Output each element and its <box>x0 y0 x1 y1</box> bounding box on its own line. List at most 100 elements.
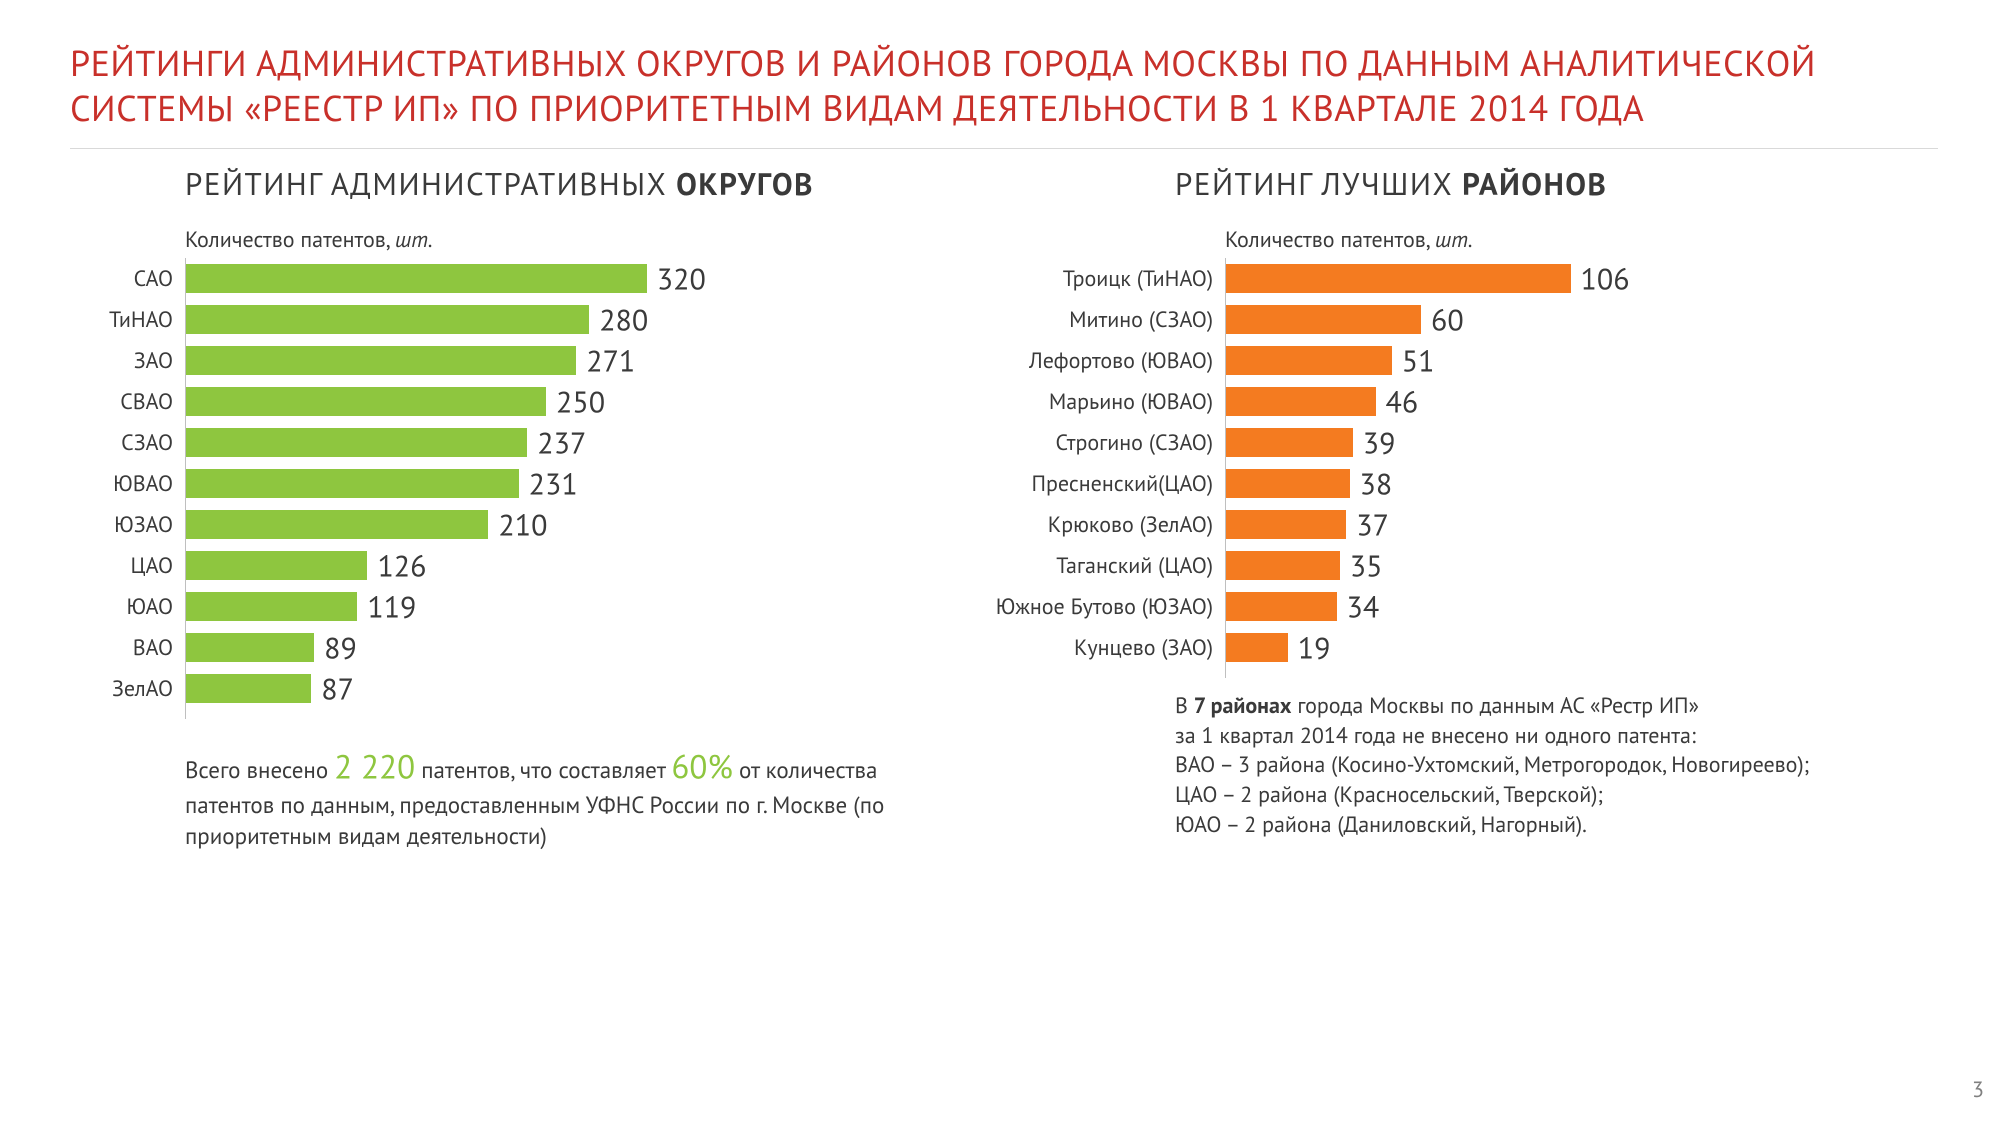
summary-prefix: Всего внесено <box>185 756 334 785</box>
chart-row: ТиНАО280 <box>70 299 940 340</box>
bar <box>186 428 527 457</box>
bar-value-label: 231 <box>529 464 578 503</box>
chart-category-label: ЗелАО <box>70 675 185 703</box>
left-summary: Всего внесено 2 220 патентов, что состав… <box>70 745 940 852</box>
page-number: 3 <box>1972 1076 1984 1104</box>
chart-row: ЮВАО 231 <box>70 463 940 504</box>
bar <box>1226 346 1392 375</box>
fn-l1-prefix: В <box>1175 692 1194 720</box>
bar-track: 51 <box>1225 340 1938 381</box>
bar <box>186 469 519 498</box>
bar-track: 35 <box>1225 545 1938 586</box>
chart-row: Кунцево (ЗАО)19 <box>970 627 1938 668</box>
chart-category-label: Южное Бутово (ЮЗАО) <box>970 593 1225 621</box>
summary-big2: 60% <box>671 745 732 788</box>
right-axis-unit: шт. <box>1435 226 1473 254</box>
bar-value-label: 60 <box>1431 300 1464 339</box>
bar <box>186 592 357 621</box>
chart-row: Пресненский(ЦАО)38 <box>970 463 1938 504</box>
bar <box>186 551 367 580</box>
bar-value-label: 89 <box>324 628 357 667</box>
bar <box>186 510 488 539</box>
bar-value-label: 37 <box>1356 505 1389 544</box>
bar-track: 106 <box>1225 258 1938 299</box>
bar <box>186 264 647 293</box>
chart-category-label: ЦАО <box>70 552 185 580</box>
fn-l2: за 1 квартал 2014 года не внесено ни одн… <box>1175 722 1696 750</box>
bar <box>1226 428 1353 457</box>
chart-category-label: САО <box>70 265 185 293</box>
right-subtitle-bold: РАЙОНОВ <box>1462 163 1607 204</box>
chart-category-label: Кунцево (ЗАО) <box>970 634 1225 662</box>
fn-l5: ЮАО – 2 района (Даниловский, Нагорный). <box>1175 811 1587 839</box>
bar-track: 280 <box>185 299 940 340</box>
chart-row: ЗАО271 <box>70 340 940 381</box>
chart-row: Лефортово (ЮВАО)51 <box>970 340 1938 381</box>
bar-value-label: 38 <box>1360 464 1393 503</box>
bar-track: 34 <box>1225 586 1938 627</box>
left-subtitle-plain: РЕЙТИНГ АДМИНИСТРАТИВНЫХ <box>185 163 676 204</box>
bar-value-label: 87 <box>321 669 354 708</box>
bar <box>1226 387 1376 416</box>
chart-row: ЦАО 126 <box>70 545 940 586</box>
bar <box>1226 469 1350 498</box>
chart-category-label: ВАО <box>70 634 185 662</box>
chart-row: СЗАО237 <box>70 422 940 463</box>
bar-track: 60 <box>1225 299 1938 340</box>
chart-row: ВАО 89 <box>70 627 940 668</box>
fn-l3: ВАО – 3 района (Косино-Ухтомский, Метрог… <box>1175 751 1809 779</box>
chart-row: Таганский (ЦАО)35 <box>970 545 1938 586</box>
chart-row: ЗелАО 87 <box>70 668 940 709</box>
bar-track: 119 <box>185 586 940 627</box>
bar-value-label: 126 <box>377 546 426 585</box>
bar-track: 231 <box>185 463 940 504</box>
bar <box>186 633 314 662</box>
bar-value-label: 271 <box>586 341 635 380</box>
bar-track: 39 <box>1225 422 1938 463</box>
chart-row: СВАО250 <box>70 381 940 422</box>
left-subtitle-bold: ОКРУГОВ <box>676 163 814 204</box>
chart-category-label: Строгино (СЗАО) <box>970 429 1225 457</box>
chart-category-label: Крюково (ЗелАО) <box>970 511 1225 539</box>
bar-track: 46 <box>1225 381 1938 422</box>
bar <box>186 346 576 375</box>
chart-category-label: СВАО <box>70 388 185 416</box>
left-subtitle: РЕЙТИНГ АДМИНИСТРАТИВНЫХ ОКРУГОВ <box>70 163 940 204</box>
bar <box>1226 510 1346 539</box>
chart-row: Строгино (СЗАО)39 <box>970 422 1938 463</box>
chart-category-label: ЮЗАО <box>70 511 185 539</box>
chart-category-label: СЗАО <box>70 429 185 457</box>
page-title: РЕЙТИНГИ АДМИНИСТРАТИВНЫХ ОКРУГОВ И РАЙО… <box>70 40 1938 130</box>
bar <box>186 305 589 334</box>
bar-value-label: 106 <box>1581 259 1630 298</box>
bar-track: 19 <box>1225 627 1938 668</box>
bar-track: 89 <box>185 627 940 668</box>
axis-line <box>185 258 186 719</box>
chart-category-label: ЮВАО <box>70 470 185 498</box>
chart-category-label: ЮАО <box>70 593 185 621</box>
left-axis-text: Количество патентов, <box>185 226 395 254</box>
bar-track: 271 <box>185 340 940 381</box>
chart-row: Южное Бутово (ЮЗАО)34 <box>970 586 1938 627</box>
bar <box>1226 633 1288 662</box>
bar-value-label: 35 <box>1350 546 1383 585</box>
bar-track: 37 <box>1225 504 1938 545</box>
chart-row: Митино (СЗАО) 60 <box>970 299 1938 340</box>
chart-row: САО320 <box>70 258 940 299</box>
right-subtitle-plain: РЕЙТИНГ ЛУЧШИХ <box>1175 163 1462 204</box>
bar-track: 38 <box>1225 463 1938 504</box>
axis-line <box>1225 258 1226 678</box>
bar-value-label: 51 <box>1402 341 1435 380</box>
chart-category-label: Митино (СЗАО) <box>970 306 1225 334</box>
fn-l1-rest: города Москвы по данным АС «Рестр ИП» <box>1291 692 1699 720</box>
chart-row: ЮЗАО210 <box>70 504 940 545</box>
chart-row: Крюково (ЗелАО) 37 <box>970 504 1938 545</box>
bar <box>1226 592 1337 621</box>
divider <box>70 148 1938 149</box>
bar-track: 237 <box>185 422 940 463</box>
bar <box>1226 305 1421 334</box>
bar-value-label: 46 <box>1386 382 1419 421</box>
chart-row: Троицк (ТиНАО)106 <box>970 258 1938 299</box>
bar-track: 87 <box>185 668 940 709</box>
bar <box>186 387 546 416</box>
